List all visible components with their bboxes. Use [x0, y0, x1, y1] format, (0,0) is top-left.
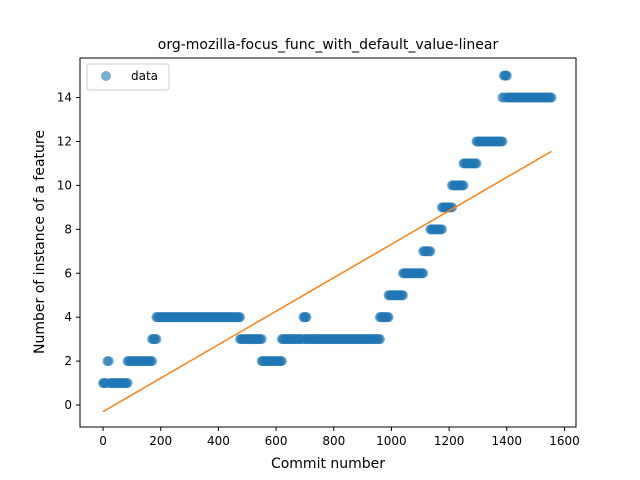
legend-label-data: data — [131, 69, 158, 83]
y-tick-label: 12 — [57, 134, 72, 148]
data-point — [418, 268, 428, 278]
x-tick-label: 800 — [322, 434, 345, 448]
y-tick-label: 10 — [57, 178, 72, 192]
chart-title: org-mozilla-focus_func_with_default_valu… — [158, 37, 499, 53]
data-point — [123, 378, 133, 388]
legend-marker-data — [101, 71, 111, 81]
data-point — [104, 356, 114, 366]
y-axis-label: Number of instance of a feature — [32, 130, 48, 354]
data-point — [384, 312, 394, 322]
x-tick-label: 0 — [99, 434, 107, 448]
data-point — [235, 312, 245, 322]
legend: data — [87, 64, 169, 90]
y-tick-label: 4 — [64, 310, 72, 324]
data-point — [375, 334, 385, 344]
x-tick-label: 1000 — [376, 434, 407, 448]
data-point — [459, 180, 469, 190]
data-point — [151, 334, 161, 344]
data-point — [502, 71, 512, 81]
y-tick-label: 14 — [57, 91, 72, 105]
data-point — [398, 290, 408, 300]
y-tick-label: 8 — [64, 222, 72, 236]
x-tick-label: 1200 — [434, 434, 465, 448]
x-tick-label: 400 — [207, 434, 230, 448]
data-point — [546, 93, 556, 103]
y-tick-label: 0 — [64, 398, 72, 412]
y-tick-label: 6 — [64, 266, 72, 280]
data-point — [277, 356, 287, 366]
x-tick-label: 1400 — [492, 434, 523, 448]
x-tick-label: 200 — [149, 434, 172, 448]
x-tick-label: 1600 — [549, 434, 580, 448]
y-tick-label: 2 — [64, 354, 72, 368]
data-point — [472, 158, 482, 168]
x-axis-label: Commit number — [271, 456, 385, 472]
data-point — [425, 246, 435, 256]
x-tick-label: 600 — [265, 434, 288, 448]
data-point — [147, 356, 157, 366]
data-point — [257, 334, 267, 344]
data-point — [497, 136, 507, 146]
data-point — [301, 312, 311, 322]
data-point — [437, 224, 447, 234]
